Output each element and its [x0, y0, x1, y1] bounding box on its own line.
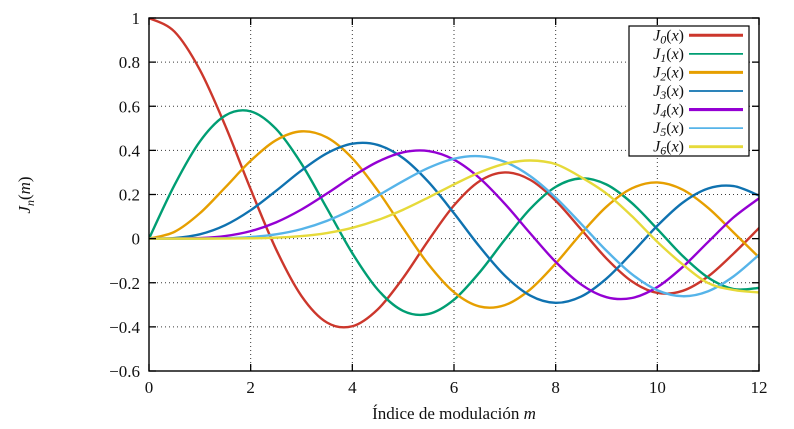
legend-label: J4(x)	[653, 102, 684, 121]
legend-label: J1(x)	[653, 46, 684, 65]
curve-j0	[149, 18, 759, 329]
x-axis-label: Índice de modulación m	[372, 404, 536, 423]
legend-label: J2(x)	[653, 64, 684, 83]
y-tick-label: 0.4	[119, 141, 141, 160]
x-tick-label: 10	[649, 378, 666, 397]
y-tick-label: 0.6	[119, 97, 140, 116]
axis-ticks	[148, 17, 760, 372]
x-tick-label: 4	[348, 378, 357, 397]
curve-j3	[149, 141, 759, 305]
tick-labels: 0 2 4 6 8 10 12 1 0.8 0.6 0.4 0.2 0 −0.2 −0.4 −0.6	[109, 9, 767, 397]
curve-j1	[149, 109, 759, 317]
y-tick-label: 0.2	[119, 186, 140, 205]
y-tick-label: −0.4	[109, 318, 140, 337]
x-tick-label: 12	[751, 378, 768, 397]
x-tick-label: 0	[145, 378, 154, 397]
y-tick-label: 0	[132, 230, 141, 249]
y-tick-label: 1	[132, 9, 141, 28]
legend-label: J5(x)	[653, 120, 684, 139]
legend-label: J6(x)	[653, 139, 684, 158]
legend-label: J0(x)	[653, 27, 684, 46]
curve-j6	[149, 159, 759, 294]
y-tick-label: −0.2	[109, 274, 140, 293]
legend-label: J3(x)	[653, 83, 684, 102]
y-tick-label: −0.6	[109, 362, 140, 381]
x-tick-label: 8	[551, 378, 560, 397]
x-tick-label: 2	[246, 378, 255, 397]
curve-j5	[149, 154, 759, 298]
x-tick-label: 6	[450, 378, 459, 397]
series-curves	[149, 18, 759, 329]
legend: J0(x)J1(x)J2(x)J3(x)J4(x)J5(x)J6(x)	[628, 25, 750, 158]
y-axis-label: Jn(m)	[15, 176, 37, 213]
curve-j2	[149, 130, 759, 309]
y-tick-label: 0.8	[119, 53, 140, 72]
